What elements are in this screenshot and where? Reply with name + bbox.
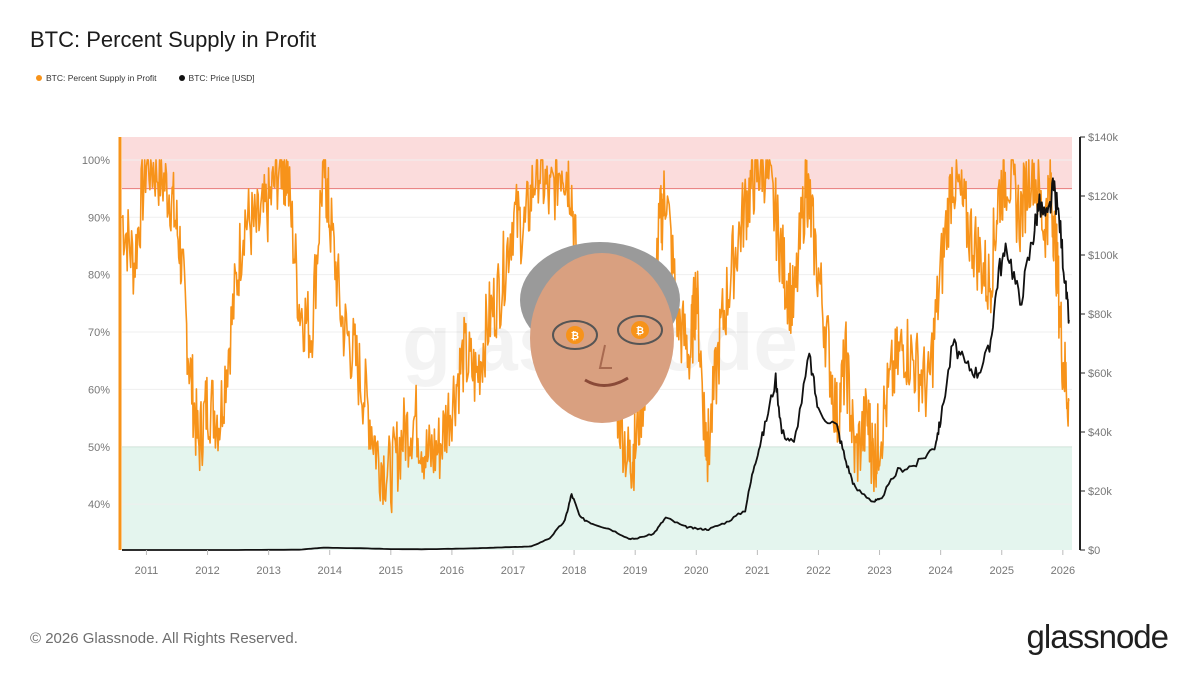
right-axis-tick-label: $120k <box>1088 191 1118 203</box>
right-axis-tick-label: $0 <box>1088 545 1100 557</box>
right-axis-tick-label: $20k <box>1088 486 1112 498</box>
face-eye-left-btc <box>566 326 584 344</box>
x-axis-tick-label: 2018 <box>562 565 586 577</box>
x-axis-tick-label: 2026 <box>1051 565 1075 577</box>
left-axis-tick-label: 80% <box>88 270 110 282</box>
right-axis-tick-label: $140k <box>1088 132 1118 144</box>
face-skin <box>530 253 674 423</box>
x-axis-tick-label: 2025 <box>990 565 1014 577</box>
legend-label-price: BTC: Price [USD] <box>188 73 255 83</box>
legend-item-price[interactable]: BTC: Price [USD] <box>178 73 255 83</box>
glassnode-logo: glassnode <box>1026 618 1169 655</box>
x-axis-tick-label: 2017 <box>501 565 525 577</box>
meme-face-image: ₿ ₿ <box>520 242 680 423</box>
x-axis-tick-label: 2016 <box>440 565 464 577</box>
x-axis-tick-label: 2021 <box>745 565 769 577</box>
left-axis-tick-label: 50% <box>88 442 110 454</box>
face-glasses-right <box>617 315 663 345</box>
legend-swatch-supply <box>36 75 42 81</box>
left-axis-tick-label: 90% <box>88 212 110 224</box>
legend-label-supply: BTC: Percent Supply in Profit <box>46 73 157 83</box>
x-axis-tick-label: 2015 <box>379 565 403 577</box>
face-nose <box>598 344 612 369</box>
x-axis-tick-label: 2013 <box>256 565 280 577</box>
right-axis-tick-label: $100k <box>1088 250 1118 262</box>
face-mouth <box>584 376 629 387</box>
x-axis-tick-label: 2022 <box>806 565 830 577</box>
legend: BTC: Percent Supply in Profit BTC: Price… <box>36 73 255 83</box>
face-eye-left-glyph: ₿ <box>571 330 579 342</box>
series-btc-price-line[interactable] <box>122 177 1070 551</box>
left-axis-tick-label: 100% <box>82 155 110 167</box>
series-supply-in-profit-line[interactable] <box>121 159 1070 514</box>
x-axis-tick-label: 2011 <box>135 565 159 577</box>
x-axis-tick-label: 2024 <box>928 565 952 577</box>
x-axis-tick-label: 2019 <box>623 565 647 577</box>
capitulation-band <box>122 446 1072 550</box>
right-axis-tick-label: $40k <box>1088 427 1112 439</box>
x-axis-tick-label: 2023 <box>867 565 891 577</box>
axes: 40% 50% 60% 70% 80% 90% 100% $0 $20k $40k $60k $80k… <box>82 132 1119 577</box>
series-layer <box>121 159 1070 551</box>
left-axis-tick-label: 70% <box>88 327 110 339</box>
x-axis-tick-label: 2012 <box>195 565 219 577</box>
left-axis-tick-label: 40% <box>88 499 110 511</box>
face-eye-right-btc <box>631 321 649 339</box>
x-axis-tick-label: 2020 <box>684 565 708 577</box>
face-eye-right-glyph: ₿ <box>636 325 644 337</box>
threshold-bands <box>122 137 1072 550</box>
chart-title: BTC: Percent Supply in Profit <box>30 27 317 52</box>
copyright-footer: © 2026 Glassnode. All Rights Reserved. <box>30 630 298 647</box>
legend-swatch-price <box>178 75 185 81</box>
left-axis-tick-label: 60% <box>88 384 110 396</box>
right-axis-tick-label: $80k <box>1088 309 1112 321</box>
face-glasses-left <box>552 320 598 350</box>
legend-item-supply[interactable]: BTC: Percent Supply in Profit <box>36 73 157 83</box>
x-axis-tick-label: 2014 <box>317 565 341 577</box>
right-axis-tick-label: $60k <box>1088 368 1112 380</box>
